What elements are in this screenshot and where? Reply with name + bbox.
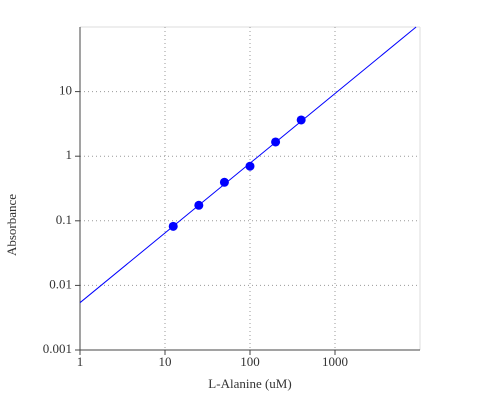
data-point [168, 221, 178, 231]
data-point [296, 115, 306, 125]
y-tick-label: 0.1 [56, 212, 72, 227]
y-tick-label: 1 [66, 147, 73, 162]
data-point [194, 200, 204, 210]
y-tick-label: 10 [59, 83, 72, 98]
y-tick-label: 0.001 [43, 341, 72, 356]
data-point [219, 177, 229, 187]
x-tick-label: 1000 [322, 354, 348, 369]
data-point [245, 161, 255, 171]
y-axis-label: Absorbance [4, 194, 19, 256]
x-tick-label: 1 [77, 354, 84, 369]
x-axis-label: L-Alanine (uM) [208, 376, 291, 391]
data-point [271, 137, 281, 147]
y-tick-label: 0.01 [49, 276, 72, 291]
x-tick-label: 100 [240, 354, 260, 369]
x-tick-label: 10 [159, 354, 172, 369]
